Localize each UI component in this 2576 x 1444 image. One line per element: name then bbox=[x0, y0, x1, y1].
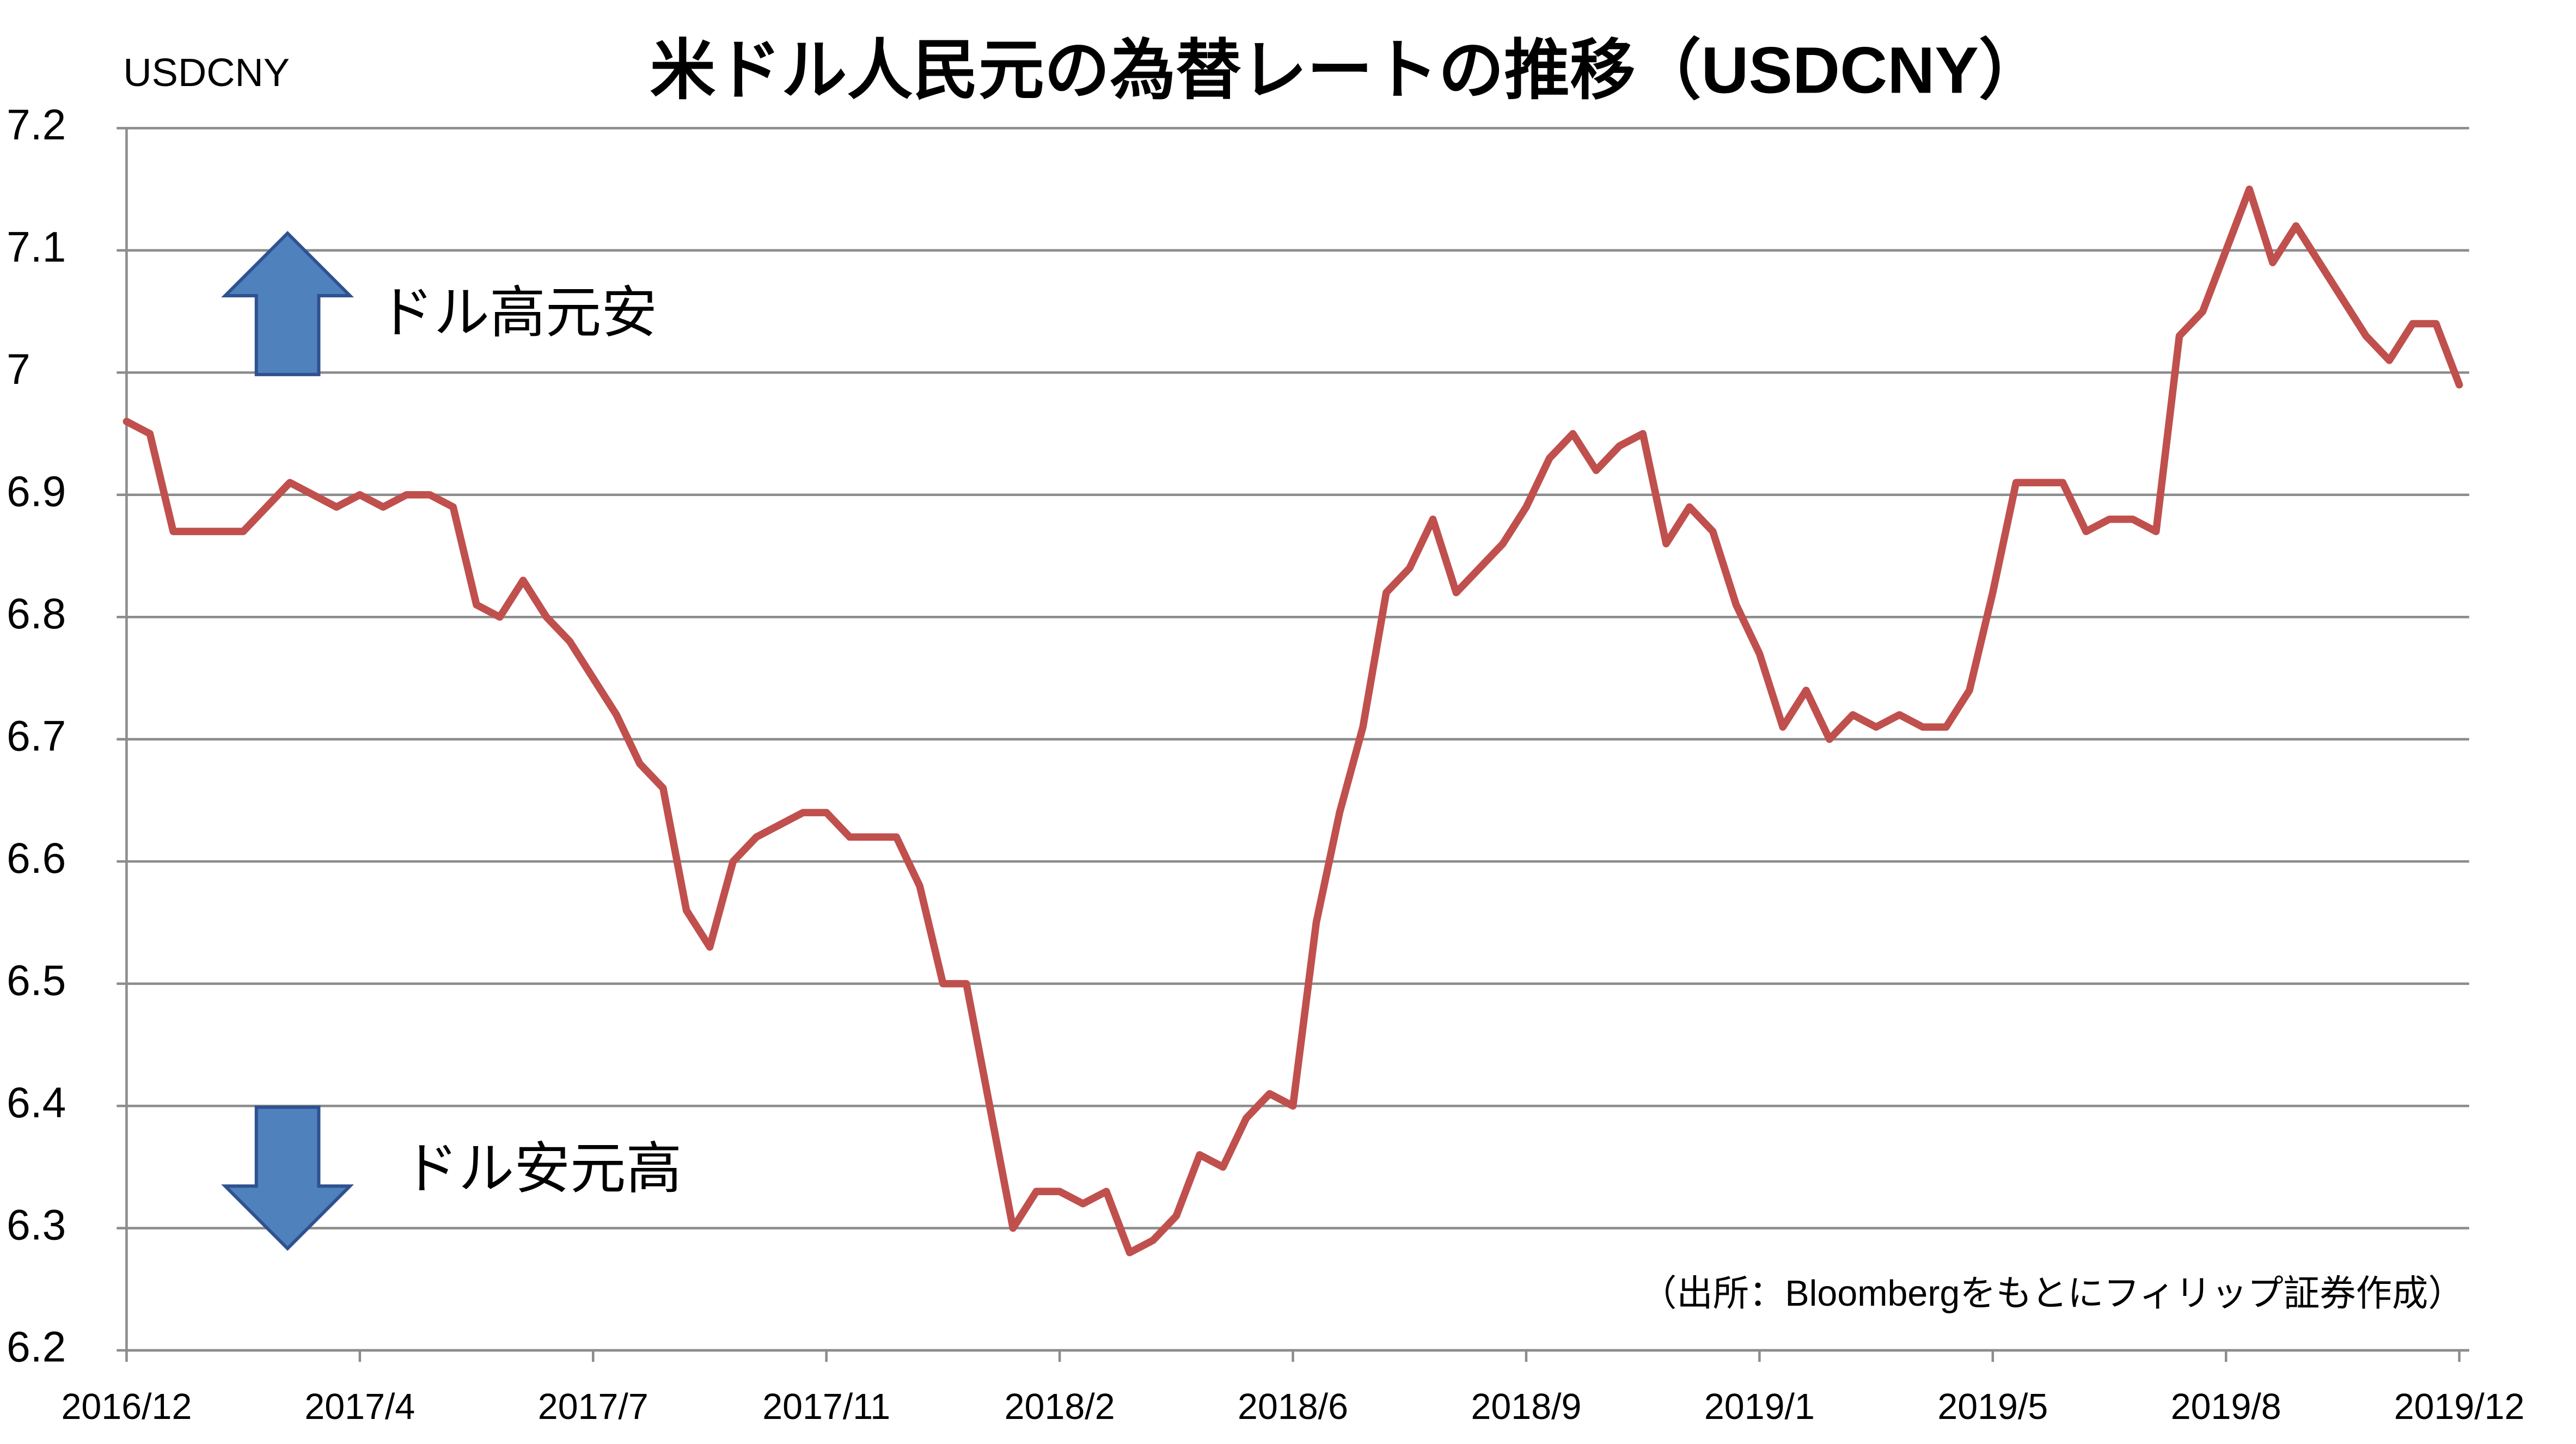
y-tick-label: 7.2 bbox=[7, 101, 66, 149]
annotation: ドル安元高 bbox=[402, 1137, 682, 1200]
data-line bbox=[123, 185, 2463, 1257]
y-tick-label: 6.9 bbox=[7, 467, 66, 515]
x-tick-label: 2019/8 bbox=[2171, 1387, 2281, 1427]
y-tick-label: 6.3 bbox=[7, 1201, 66, 1249]
down-arrow bbox=[221, 1105, 354, 1251]
y-tick-label: 6.5 bbox=[7, 956, 66, 1004]
chart-title: 米ドル人民元の為替レートの推移（USDCNY） bbox=[650, 34, 2045, 107]
y-tick-label: 6.6 bbox=[7, 834, 66, 882]
x-tick-label: 2017/11 bbox=[762, 1387, 890, 1427]
y-tick-label: 6.4 bbox=[7, 1079, 66, 1127]
y-tick-label: 7 bbox=[7, 345, 30, 393]
x-tick-label: 2018/9 bbox=[1471, 1387, 1581, 1427]
x-tick-label: 2017/7 bbox=[538, 1387, 648, 1427]
y-tick-label: 6.8 bbox=[7, 590, 66, 638]
x-tick-label: 2017/4 bbox=[304, 1387, 415, 1427]
y-tick-label: 6.2 bbox=[7, 1323, 66, 1371]
x-tick-label: 2018/6 bbox=[1238, 1387, 1348, 1427]
y-axis-label: USDCNY bbox=[123, 51, 290, 95]
x-tick-label: 2019/1 bbox=[1704, 1387, 1815, 1427]
y-tick-label: 6.7 bbox=[7, 712, 66, 760]
x-tick-label: 2019/12 bbox=[2394, 1387, 2525, 1427]
source-note: （出所：Bloombergをもとにフィリップ証券作成） bbox=[1641, 1274, 2464, 1314]
annotation: ドル高元安 bbox=[378, 281, 657, 344]
x-tick-label: 2016/12 bbox=[61, 1387, 192, 1427]
y-tick-label: 7.1 bbox=[7, 223, 66, 271]
up-arrow bbox=[221, 231, 354, 376]
x-tick-label: 2019/5 bbox=[1937, 1387, 2048, 1427]
x-tick-label: 2018/2 bbox=[1005, 1387, 1115, 1427]
